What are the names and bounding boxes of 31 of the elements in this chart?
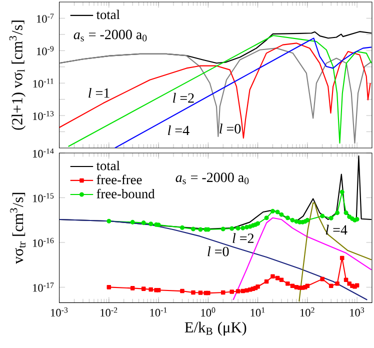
legend-label: free-bound: [96, 188, 155, 198]
annotation: l =4: [168, 125, 190, 136]
legend-label: total: [96, 10, 120, 20]
y-tick-label: 10$^{-17}$: [33, 282, 54, 292]
x-tick-label: 10$^{-1}$: [150, 307, 167, 317]
annotation: l =1: [88, 88, 110, 98]
y-axis-title: vσ$_{tr}$ [cm$^{3}$/s]: [10, 192, 26, 264]
annotation: l =0: [220, 124, 241, 134]
y-tick-label: 10$^{-14}$: [33, 148, 54, 158]
x-tick-label: 10$^{2}$: [300, 307, 314, 317]
x-tick-label: 10$^{1}$: [250, 307, 265, 317]
x-tick-label: 10$^{0}$: [201, 307, 216, 317]
y-tick-label: 10$^{-11}$: [33, 78, 54, 88]
annotation: a$_{s}$ = -2000 a$_{0}$: [176, 172, 249, 184]
x-tick-label: 10$^{-3}$: [50, 307, 68, 317]
annotation: l =2: [232, 233, 254, 243]
y-tick-label: 10$^{-15}$: [33, 193, 54, 202]
x-axis-title: E/k$_{B}$ (μK): [184, 322, 246, 336]
y-tick-label: 10$^{-16}$: [33, 238, 54, 248]
y-axis-title: (2l+1) vσ$_{l}$ [cm$^{3}$/s]: [9, 20, 26, 130]
y-tick-label: 10$^{-9}$: [36, 46, 54, 56]
annotation: l =0: [208, 246, 229, 256]
legend-label: free-free: [96, 174, 142, 184]
x-tick-label: 10$^{-2}$: [100, 307, 118, 317]
y-tick-label: 10$^{-13}$: [33, 110, 54, 120]
x-tick-label: 10$^{3}$: [350, 307, 364, 317]
y-tick-label: 10$^{-7}$: [36, 14, 54, 23]
annotation: a$_{s}$ = -2000 a$_{0}$: [74, 30, 147, 42]
legend-label: total: [96, 160, 120, 170]
annotation: l =4: [326, 224, 348, 234]
annotation: l =2: [173, 92, 194, 103]
